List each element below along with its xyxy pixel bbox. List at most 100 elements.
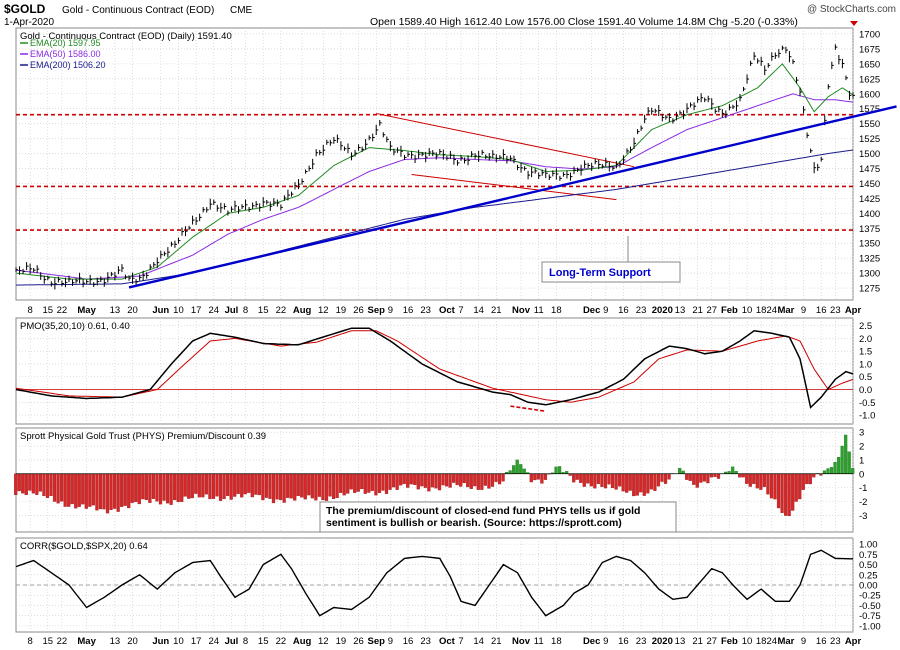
y-tick-label: 1625 (859, 74, 880, 85)
premium-bar (377, 473, 382, 493)
premium-bar (14, 473, 18, 496)
x-tick-label: 16 (403, 636, 414, 647)
premium-bar (367, 473, 371, 493)
x-tick-label: 16 (816, 305, 827, 316)
premium-bar (628, 473, 632, 491)
premium-bar (716, 473, 721, 479)
premium-bar (254, 473, 258, 495)
y-tick-label: 1450 (859, 179, 880, 190)
premium-bar (208, 473, 212, 500)
premium-bar (271, 473, 276, 504)
premium-bar (554, 466, 558, 474)
y-tick-label: 0.75 (859, 550, 878, 561)
x-tick-label: 12 (318, 636, 329, 647)
premium-bar (194, 473, 198, 494)
premium-bar (370, 473, 375, 491)
premium-bar (95, 473, 99, 511)
premium-bar (533, 473, 537, 481)
premium-bar (430, 473, 435, 488)
x-tick-label: 20 (127, 636, 138, 647)
premium-bar (21, 473, 25, 494)
premium-bar (56, 473, 60, 504)
premium-bar (91, 473, 96, 506)
x-tick-label: 2020 (652, 305, 673, 316)
premium-bar (515, 459, 519, 474)
y-tick-label: -0.5 (859, 398, 875, 409)
premium-bar (618, 473, 622, 487)
premium-bar (158, 473, 163, 505)
premium-bar (444, 473, 449, 487)
x-tick-label: 10 (173, 636, 184, 647)
x-tick-label: Aug (293, 636, 312, 647)
premium-bar (536, 473, 540, 480)
x-tick-label: Mar (777, 636, 794, 647)
y-tick-label: 1.00 (859, 540, 878, 551)
premium-bar (490, 473, 495, 487)
x-tick-label: 26 (353, 636, 364, 647)
x-tick-label: 9 (388, 636, 393, 647)
premium-bar (236, 473, 240, 494)
premium-bar (134, 473, 138, 503)
premium-bar (268, 473, 272, 499)
premium-bar (137, 473, 141, 505)
y-tick-label: 1300 (859, 269, 880, 280)
premium-bar (667, 473, 671, 480)
premium-bar (427, 473, 431, 492)
panel-frame (15, 537, 854, 633)
premium-bar (98, 473, 103, 510)
x-tick-label: 16 (618, 305, 629, 316)
y-tick-label: -1 (859, 483, 867, 494)
premium-bar (487, 473, 491, 489)
x-tick-label: Apr (845, 636, 862, 647)
premium-bar (303, 473, 307, 500)
panel-title: CORR($GOLD,$SPX,20) 0.64 (20, 541, 148, 552)
y-tick-label: 1.0 (859, 359, 872, 370)
x-tick-label: 16 (816, 636, 827, 647)
x-tick-label: Mar (777, 305, 794, 316)
x-tick-label: 2020 (652, 636, 673, 647)
x-tick-label: 18 (756, 305, 767, 316)
premium-bar (776, 473, 781, 509)
panel-title: PMO(35,20,10) 0.61, 0.40 (20, 321, 130, 332)
premium-bar (836, 456, 841, 474)
y-tick-label: 1350 (859, 239, 880, 250)
premium-bar (678, 468, 682, 474)
premium-bar (805, 473, 809, 485)
panel-frame (15, 27, 854, 301)
premium-annotation-box (319, 501, 677, 533)
x-tick-label: 8 (27, 305, 32, 316)
x-tick-label: 23 (420, 305, 431, 316)
x-tick-label: 27 (706, 636, 717, 647)
premium-bar (649, 473, 654, 490)
x-tick-label: Jun (152, 305, 169, 316)
premium-bar (165, 473, 170, 504)
x-tick-label: 22 (57, 636, 68, 647)
premium-bar (748, 473, 752, 487)
premium-bar (360, 473, 364, 490)
premium-bar (773, 473, 777, 500)
y-tick-label: 1325 (859, 254, 880, 265)
premium-bar (233, 473, 237, 497)
premium-bar (752, 473, 756, 485)
premium-bar (822, 470, 827, 474)
premium-bar (787, 473, 791, 517)
premium-bar (473, 473, 477, 487)
y-tick-label: 0.0 (859, 385, 872, 396)
y-tick-label: 2 (859, 442, 864, 453)
premium-bar (402, 473, 406, 485)
y-tick-label: 1550 (859, 119, 880, 130)
premium-bar (448, 473, 452, 488)
premium-bar (688, 473, 692, 481)
premium-bar (741, 473, 745, 478)
premium-bar (374, 473, 378, 496)
premium-bar (201, 473, 205, 498)
premium-bar (695, 473, 699, 488)
x-tick-label: 16 (403, 305, 414, 316)
premium-bar (102, 473, 106, 510)
premium-bar (621, 473, 625, 492)
x-tick-label: 13 (110, 636, 121, 647)
premium-bar (70, 473, 74, 505)
premium-bar (610, 473, 615, 489)
premium-bar (52, 473, 57, 502)
